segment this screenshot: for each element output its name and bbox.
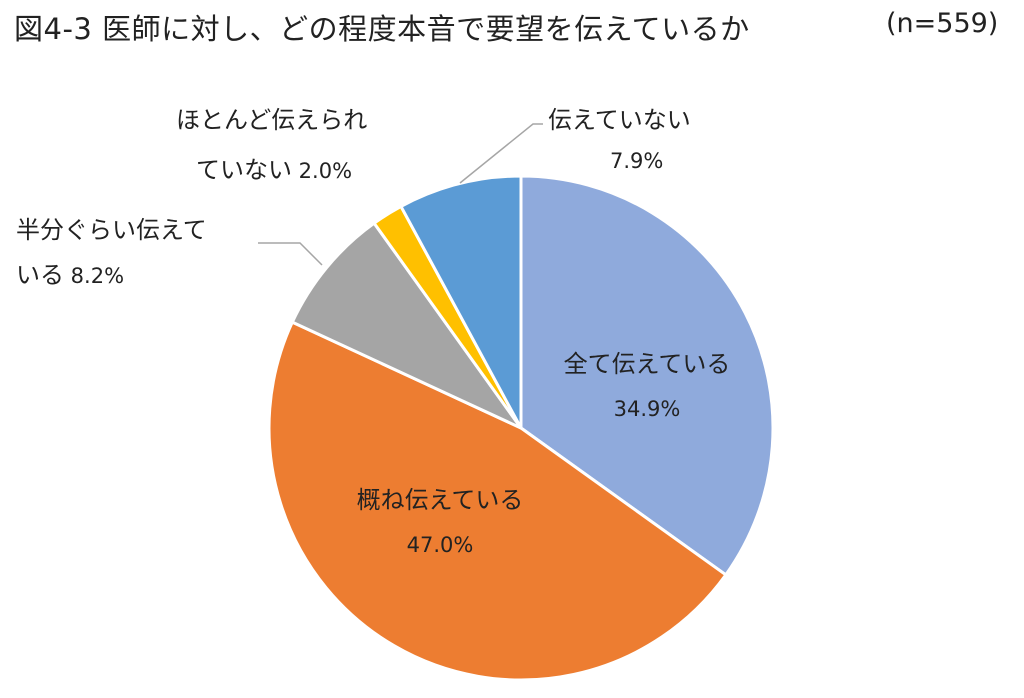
slice-value-1: 34.9% bbox=[614, 397, 681, 421]
slice-label-3-line-2: いる 8.2% bbox=[16, 261, 124, 289]
slice-value-3: 8.2% bbox=[64, 264, 124, 288]
leader-line-5 bbox=[459, 123, 543, 184]
slice-label-4-line-1: ほとんど伝えられ bbox=[176, 106, 367, 134]
leader-line-3 bbox=[258, 242, 323, 266]
pie-slice-5 bbox=[398, 174, 523, 429]
slice-label-5-line-1: 伝えていない bbox=[548, 106, 691, 134]
slice-value-2: 47.0% bbox=[407, 533, 474, 557]
slice-value-4: 2.0% bbox=[292, 159, 352, 183]
pie-slice-2 bbox=[267, 320, 728, 682]
slice-label-1: 全て伝えている bbox=[564, 350, 731, 378]
slice-value-5: 7.9% bbox=[610, 149, 663, 173]
slice-label-2: 概ね伝えている bbox=[357, 486, 524, 514]
slice-label-4-line-2: ていない 2.0% bbox=[196, 156, 352, 184]
pie-slice-1 bbox=[519, 174, 775, 577]
sample-size: (n=559) bbox=[886, 8, 999, 39]
chart-title: 図4-3 医師に対し、どの程度本音で要望を伝えているか bbox=[14, 12, 750, 46]
pie-slice-3 bbox=[290, 221, 526, 432]
slice-label-3-line-1: 半分ぐらい伝えて bbox=[16, 216, 207, 244]
